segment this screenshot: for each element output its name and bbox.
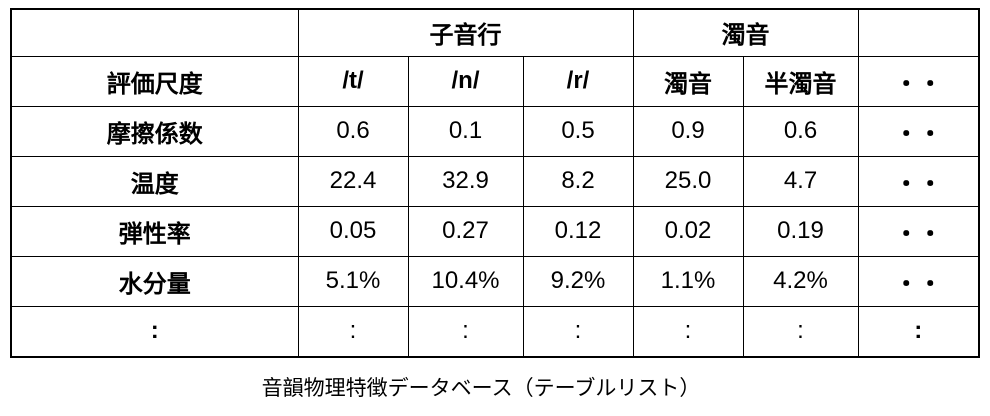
table-cell: 9.2% xyxy=(522,255,634,307)
table-cell: 10.4% xyxy=(407,255,524,307)
column-header: 評価尺度 xyxy=(10,55,299,107)
table-row: 評価尺度/t//n//r/濁音 半濁音 ・・ xyxy=(10,55,980,107)
table-cell: : xyxy=(742,305,859,358)
empty-cell xyxy=(10,8,299,57)
table-row: 温度 22.4 32.9 8.2 25.0 4.7 ・・ xyxy=(10,155,980,207)
table-cell: 0.02 xyxy=(632,205,744,257)
row-label: 温度 xyxy=(10,155,299,207)
table-cell: 4.2% xyxy=(742,255,859,307)
row-label: 水分量 xyxy=(10,255,299,307)
table-cell: 32.9 xyxy=(407,155,524,207)
table-cell: 5.1% xyxy=(297,255,409,307)
column-header: /r/ xyxy=(522,55,634,107)
table-cell: : xyxy=(522,305,634,358)
table-cell: ・・ xyxy=(857,205,980,257)
table-cell: 0.19 xyxy=(742,205,859,257)
column-header: ・・ xyxy=(857,55,980,107)
table-row: ::::::: xyxy=(10,305,980,358)
table-cell: : xyxy=(857,305,980,358)
group-header: 濁音 xyxy=(632,8,859,57)
table-cell: 22.4 xyxy=(297,155,409,207)
table-cell: 4.7 xyxy=(742,155,859,207)
table-cell: : xyxy=(297,305,409,358)
table-cell: 1.1% xyxy=(632,255,744,307)
table-cell: ・・ xyxy=(857,255,980,307)
row-label: 弾性率 xyxy=(10,205,299,257)
caption: 音韻物理特徴データベース（テーブルリスト） xyxy=(261,376,701,400)
column-header: 濁音 xyxy=(632,55,744,107)
table-cell: 0.12 xyxy=(522,205,634,257)
table-cell: 0.9 xyxy=(632,105,744,157)
table-row: 弾性率 0.05 0.27 0.12 0.02 0.19 ・・ xyxy=(10,205,980,257)
row-label: 摩擦係数 xyxy=(10,105,299,157)
table-cell: 0.6 xyxy=(297,105,409,157)
table-cell: 0.05 xyxy=(297,205,409,257)
table-cell: : xyxy=(407,305,524,358)
table-cell: 25.0 xyxy=(632,155,744,207)
empty-cell xyxy=(857,8,980,57)
column-header: /t/ xyxy=(297,55,409,107)
table-cell: 8.2 xyxy=(522,155,634,207)
column-header: 半濁音 xyxy=(742,55,859,107)
table-cell: 0.6 xyxy=(742,105,859,157)
column-header: /n/ xyxy=(407,55,524,107)
table-cell: ・・ xyxy=(857,155,980,207)
row-label: : xyxy=(10,305,299,358)
table-cell: 0.27 xyxy=(407,205,524,257)
group-header: 子音行 xyxy=(297,8,634,57)
table-cell: : xyxy=(632,305,744,358)
table-cell: 0.1 xyxy=(407,105,524,157)
feature-table: 子音行 濁音 評価尺度/t//n//r/濁音 半濁音 ・・ 摩擦係数 0.6 0.1 0.5 0.… xyxy=(10,8,980,358)
table-row: 摩擦係数 0.6 0.1 0.5 0.9 0.6 ・・ xyxy=(10,105,980,157)
table-cell: 0.5 xyxy=(522,105,634,157)
table-row: 水分量 5.1% 10.4% 9.2% 1.1% 4.2% ・・ xyxy=(10,255,980,307)
table-cell: ・・ xyxy=(857,105,980,157)
table-row: 子音行 濁音 xyxy=(10,8,980,57)
